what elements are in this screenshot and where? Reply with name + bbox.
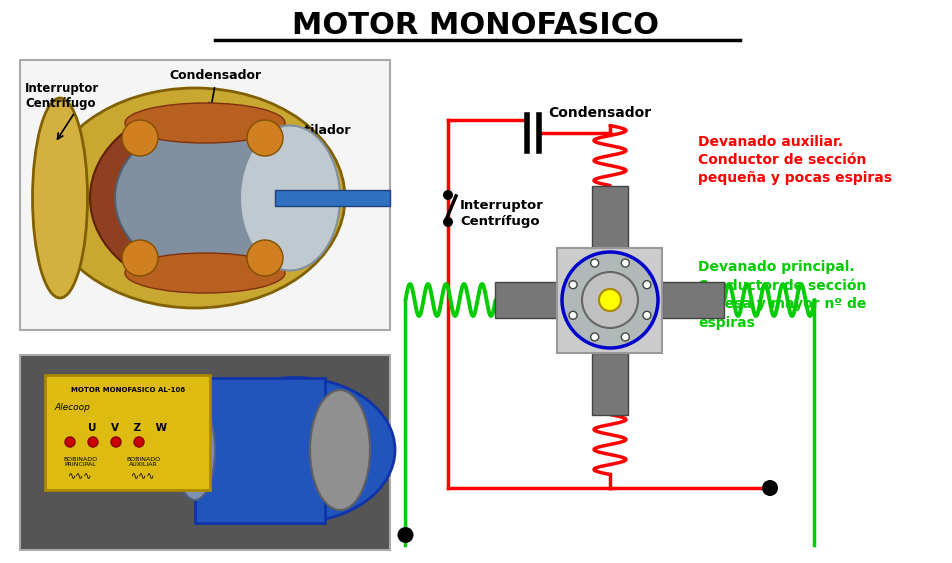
Text: BOBINADO
AUXILIAR: BOBINADO AUXILIAR (126, 457, 160, 467)
Ellipse shape (89, 105, 320, 291)
Bar (591, 352, 627, 414)
Bar (495, 282, 557, 318)
Circle shape (134, 437, 144, 447)
Bar (20, 60, 389, 330)
Text: ∿∿∿: ∿∿∿ (68, 471, 92, 481)
Text: Alecoop: Alecoop (54, 404, 89, 413)
Circle shape (247, 120, 283, 156)
Bar (275, 190, 389, 206)
Text: MOTOR MONOFASICO: MOTOR MONOFASICO (292, 11, 659, 39)
Ellipse shape (309, 390, 369, 510)
Circle shape (568, 311, 577, 319)
Circle shape (568, 281, 577, 289)
Text: Eje: Eje (299, 248, 320, 261)
Circle shape (621, 259, 628, 267)
Circle shape (621, 333, 628, 341)
Ellipse shape (175, 400, 215, 500)
Text: Estator: Estator (194, 101, 245, 114)
Bar (20, 355, 389, 550)
Circle shape (397, 527, 413, 543)
Circle shape (590, 333, 598, 341)
Circle shape (88, 437, 98, 447)
Circle shape (247, 240, 283, 276)
Circle shape (590, 259, 598, 267)
Text: Interruptor
Centrífugo: Interruptor Centrífugo (25, 82, 99, 110)
Ellipse shape (240, 126, 340, 270)
Bar (195, 378, 325, 523)
Text: Devanado auxiliar.
Conductor de sección
pequeña y pocas espiras: Devanado auxiliar. Conductor de sección … (697, 135, 891, 185)
Circle shape (443, 190, 452, 200)
Text: Rotor: Rotor (201, 123, 239, 136)
Bar (591, 185, 627, 248)
Circle shape (762, 480, 777, 496)
Circle shape (643, 281, 650, 289)
Bar (557, 248, 662, 352)
Text: MOTOR MONOFASICO AL-106: MOTOR MONOFASICO AL-106 (70, 387, 185, 393)
Ellipse shape (125, 253, 285, 293)
Text: BOBINADO
PRINCIPAL: BOBINADO PRINCIPAL (63, 457, 97, 467)
Circle shape (65, 437, 75, 447)
Text: U    V    Z    W: U V Z W (89, 423, 168, 433)
Ellipse shape (125, 103, 285, 143)
Circle shape (643, 311, 650, 319)
Circle shape (582, 272, 637, 328)
Text: Ventilador: Ventilador (278, 123, 351, 136)
Text: Devanado principal.
Conductor de sección
gruesa y mayor nº de
espiras: Devanado principal. Conductor de sección… (697, 261, 865, 329)
Text: Condensador: Condensador (547, 106, 650, 120)
Text: Interruptor
Centrífugo: Interruptor Centrífugo (460, 199, 544, 227)
Bar (662, 282, 724, 318)
Ellipse shape (45, 88, 345, 308)
Circle shape (110, 437, 121, 447)
Circle shape (443, 217, 452, 227)
Bar (45, 375, 209, 490)
Circle shape (122, 120, 158, 156)
Circle shape (562, 252, 657, 348)
Ellipse shape (195, 378, 394, 522)
Text: Condensador: Condensador (169, 69, 261, 82)
Ellipse shape (115, 123, 295, 273)
Circle shape (122, 240, 158, 276)
Ellipse shape (32, 98, 88, 298)
Text: ∿∿∿: ∿∿∿ (130, 471, 155, 481)
Circle shape (599, 289, 621, 311)
